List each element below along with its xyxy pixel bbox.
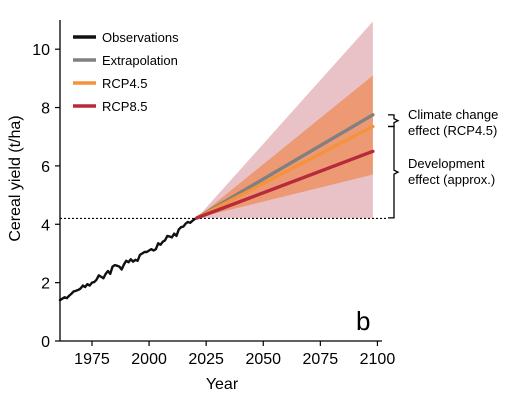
- x-tick-label: 1975: [74, 351, 110, 368]
- development-effect-label: Development: [408, 156, 485, 171]
- panel-label: b: [356, 306, 370, 336]
- x-axis-label: Year: [206, 376, 239, 393]
- y-tick-label: 0: [41, 334, 50, 351]
- uncertainty-bands: [197, 21, 373, 218]
- series-lines: [58, 113, 375, 302]
- legend-label: RCP8.5: [102, 99, 148, 114]
- band-rcp45: [197, 75, 373, 218]
- legend: Observations Extrapolation RCP4.5 RCP8.5: [73, 30, 179, 114]
- development-effect-label: effect (approx.): [408, 172, 495, 187]
- series-line-rcp85: [195, 149, 375, 220]
- legend-label: Observations: [102, 30, 179, 45]
- legend-label: RCP4.5: [102, 76, 148, 91]
- development-effect-bracket: [388, 125, 400, 219]
- series-line-rcp45: [195, 124, 375, 220]
- climate-effect-label: Climate change: [408, 107, 498, 122]
- y-tick-label: 8: [41, 101, 50, 118]
- y-tick-label: 10: [32, 42, 50, 59]
- x-tick-label: 2100: [360, 351, 396, 368]
- series-line-observations: [58, 216, 199, 302]
- x-tick-label: 2025: [188, 351, 224, 368]
- legend-label: Extrapolation: [102, 53, 178, 68]
- y-axis-label: Cereal yield (t/ha): [7, 115, 24, 241]
- x-tick-label: 2050: [245, 351, 281, 368]
- climate-effect-label: effect (RCP4.5): [408, 123, 497, 138]
- y-tick-label: 2: [41, 276, 50, 293]
- series-line-extrapolation: [195, 113, 375, 220]
- y-tick-label: 4: [41, 217, 50, 234]
- climate-effect-bracket: [388, 114, 400, 128]
- x-tick-label: 2075: [303, 351, 339, 368]
- y-tick-label: 6: [41, 159, 50, 176]
- x-tick-label: 2000: [131, 351, 167, 368]
- axes: 0 2 4 6 8 10 1975 2000 2025 2050 2075 2100 Year Cerea…: [7, 20, 395, 393]
